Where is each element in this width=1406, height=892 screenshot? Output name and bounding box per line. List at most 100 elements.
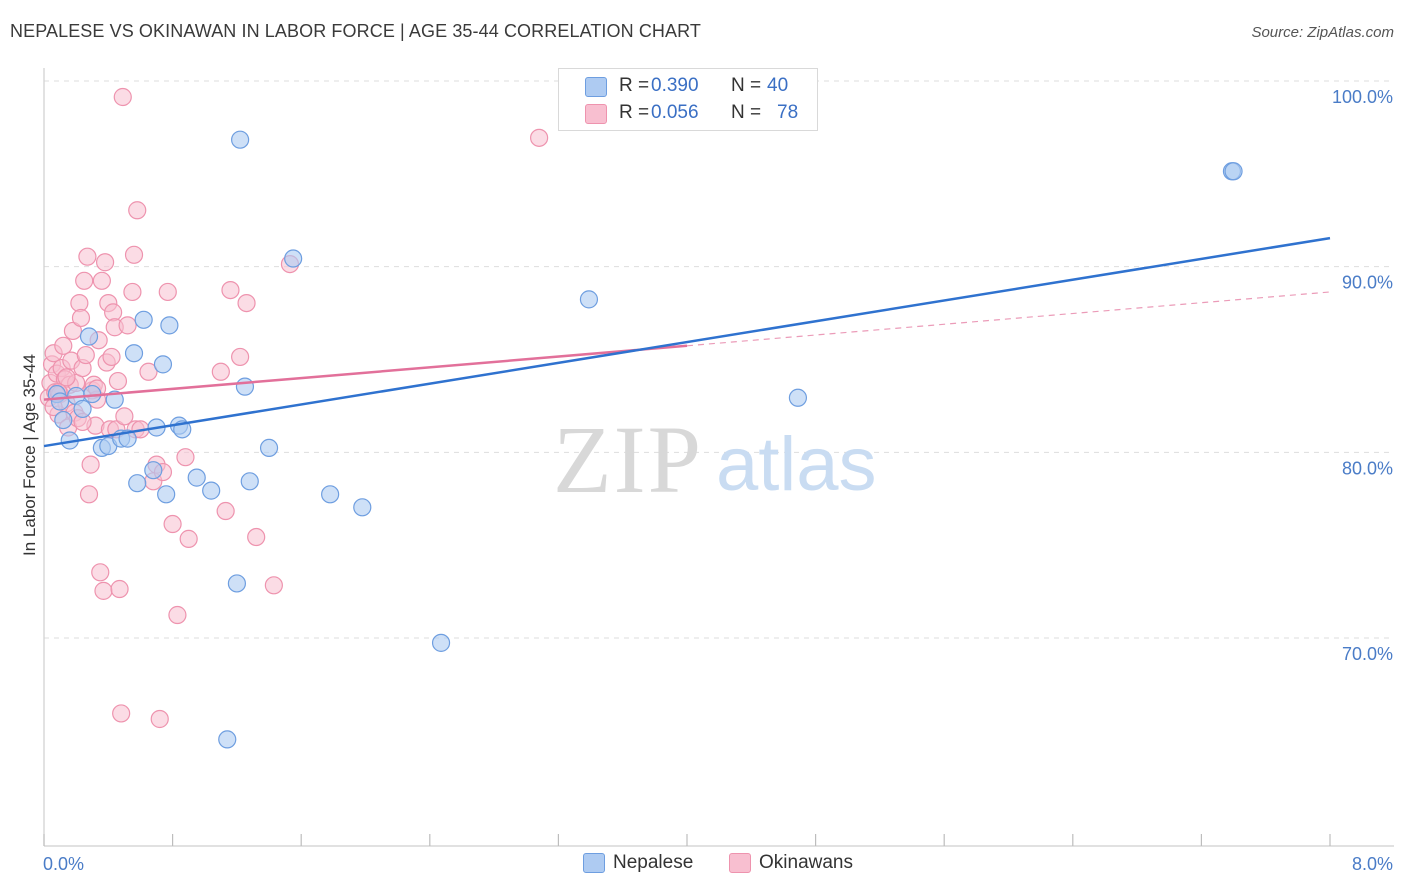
okinawan-point bbox=[102, 347, 121, 367]
nepalese-point bbox=[128, 474, 147, 493]
watermark-atlas: atlas bbox=[716, 422, 877, 507]
okinawan-point bbox=[81, 455, 100, 474]
nepalese-point bbox=[321, 485, 340, 504]
y-tick-label: 90.0% bbox=[1342, 273, 1393, 293]
okinawan-point bbox=[124, 245, 144, 264]
okinawan-point bbox=[112, 704, 131, 723]
nepalese-point bbox=[240, 472, 259, 491]
nepalese-point bbox=[788, 388, 808, 407]
okinawan-point bbox=[115, 407, 134, 426]
okinawan-point bbox=[54, 336, 73, 355]
nepalese-point bbox=[134, 310, 153, 329]
okinawan-point bbox=[123, 282, 142, 302]
stats-legend: R = 0.390 N = 40 R = 0.056 N = 78 bbox=[558, 68, 818, 131]
okinawan-point bbox=[57, 368, 76, 387]
y-tick-label: 80.0% bbox=[1342, 458, 1393, 478]
n-label: N = bbox=[731, 75, 762, 96]
nepalese-legend-label: Nepalese bbox=[613, 852, 694, 873]
nepalese-point bbox=[157, 485, 176, 504]
okinawan-swatch bbox=[585, 104, 607, 124]
x-axis-ticks bbox=[43, 834, 1331, 846]
r-label: R = bbox=[619, 75, 650, 96]
okinawan-point bbox=[71, 308, 91, 328]
nepalese-point bbox=[105, 390, 124, 409]
nepalese-point bbox=[124, 344, 144, 363]
nepalese-r-value: 0.390 bbox=[651, 75, 699, 96]
okinawan-point bbox=[91, 563, 110, 582]
nepalese-point bbox=[218, 730, 237, 749]
nepalese-point bbox=[160, 316, 179, 335]
axes bbox=[43, 68, 1394, 847]
okinawan-point bbox=[113, 87, 132, 107]
okinawan-point bbox=[168, 605, 187, 625]
watermark-zip: ZIP bbox=[553, 406, 703, 513]
nepalese-legend-swatch bbox=[583, 853, 605, 873]
y-axis-label: In Labor Force | Age 35-44 bbox=[20, 354, 39, 556]
nepalese-points bbox=[47, 130, 1243, 749]
nepalese-point bbox=[202, 481, 221, 500]
nepalese-point bbox=[431, 633, 451, 652]
nepalese-swatch bbox=[585, 77, 607, 97]
okinawan-point bbox=[221, 280, 240, 300]
nepalese-point bbox=[73, 399, 92, 419]
okinawan-point bbox=[108, 371, 128, 391]
nepalese-point bbox=[259, 438, 279, 458]
nepalese-point bbox=[144, 461, 163, 480]
trend-lines bbox=[43, 236, 1331, 448]
nepalese-point bbox=[231, 130, 250, 149]
okinawan-point bbox=[150, 709, 169, 729]
nepalese-point bbox=[353, 498, 372, 517]
okinawan-legend-swatch bbox=[729, 853, 751, 873]
nepalese-point bbox=[50, 392, 70, 411]
watermark: ZIP atlas bbox=[553, 406, 877, 513]
nepalese-point bbox=[79, 327, 99, 346]
okinawan-point bbox=[237, 293, 256, 313]
okinawan-point bbox=[163, 514, 182, 534]
okinawan-point bbox=[211, 362, 230, 381]
okinawan-r-value: 0.056 bbox=[651, 102, 699, 123]
okinawan-point bbox=[128, 201, 147, 220]
nepalese-point bbox=[54, 410, 73, 430]
okinawan-point bbox=[94, 581, 113, 600]
nepalese-n-value: 40 bbox=[767, 75, 789, 96]
okinawan-point bbox=[75, 271, 94, 290]
okinawan-trend-line bbox=[43, 344, 688, 401]
y-axis-tick-labels: 70.0% 80.0% 90.0% 100.0% bbox=[1332, 87, 1393, 664]
okinawan-point bbox=[92, 271, 111, 290]
okinawan-point bbox=[78, 247, 97, 266]
okinawan-n-value: 78 bbox=[777, 102, 799, 123]
chart-title: NEPALESE VS OKINAWAN IN LABOR FORCE | AG… bbox=[10, 21, 702, 41]
nepalese-point bbox=[1224, 162, 1243, 181]
nepalese-trend-line bbox=[43, 236, 1331, 448]
okinawan-point bbox=[95, 253, 115, 272]
n-label: N = bbox=[731, 102, 762, 123]
okinawan-point bbox=[158, 282, 177, 302]
nepalese-point bbox=[153, 355, 173, 374]
okinawan-trend-extension bbox=[686, 291, 1331, 347]
okinawan-point bbox=[79, 485, 99, 504]
okinawan-point bbox=[530, 128, 549, 147]
okinawan-point bbox=[76, 345, 95, 365]
nepalese-point bbox=[284, 249, 303, 268]
y-tick-label: 70.0% bbox=[1342, 644, 1393, 664]
okinawan-legend-label: Okinawans bbox=[759, 852, 853, 873]
okinawan-point bbox=[118, 316, 137, 335]
x-tick-label-min: 0.0% bbox=[43, 854, 84, 874]
okinawan-point bbox=[139, 362, 158, 381]
nepalese-point bbox=[235, 377, 255, 396]
okinawan-point bbox=[176, 448, 195, 467]
source-credit: Source: ZipAtlas.com bbox=[1251, 24, 1394, 41]
x-tick-label-max: 8.0% bbox=[1352, 854, 1393, 874]
nepalese-point bbox=[579, 290, 599, 309]
okinawan-point bbox=[231, 347, 250, 367]
okinawan-point bbox=[247, 527, 266, 547]
r-label: R = bbox=[619, 102, 650, 123]
okinawan-point bbox=[264, 576, 283, 595]
nepalese-point bbox=[187, 468, 206, 487]
okinawan-point bbox=[179, 529, 198, 548]
nepalese-point bbox=[227, 574, 246, 593]
okinawan-point bbox=[110, 579, 129, 599]
okinawan-point bbox=[216, 501, 235, 521]
y-tick-label: 100.0% bbox=[1332, 87, 1393, 107]
